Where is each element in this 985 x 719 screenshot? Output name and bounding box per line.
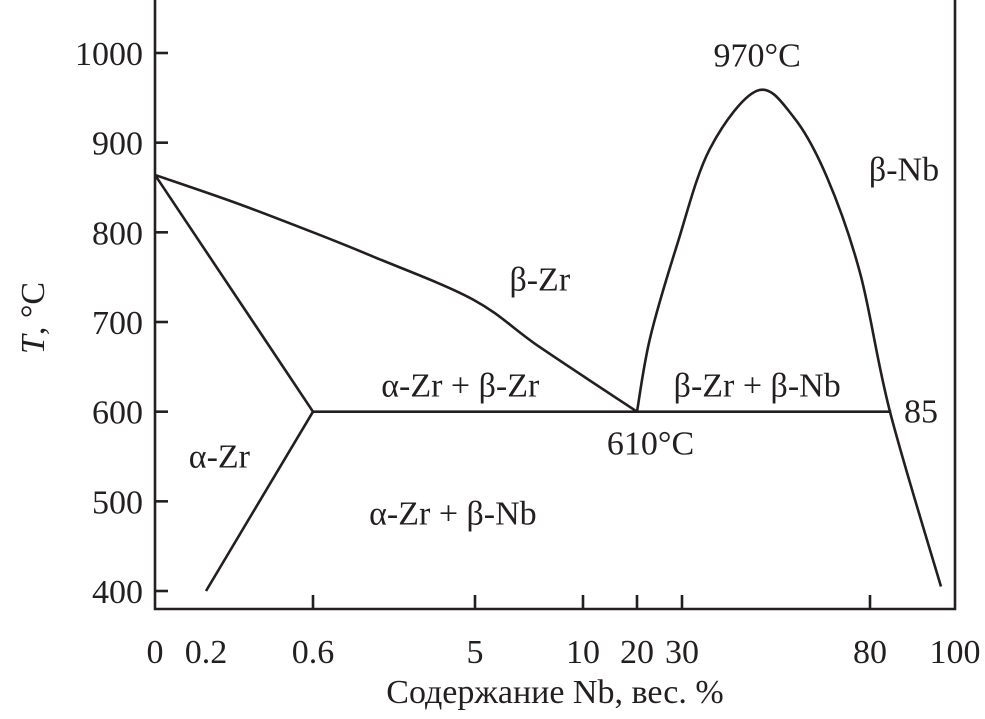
x-axis-title: Содержание Nb, вес. % xyxy=(386,674,723,711)
axes: 400 500 600 700 800 900 1000 0 0.2 0.6 5 10 20 30 80 10… xyxy=(75,0,981,671)
annotation-label: α-Zr + β-Zr xyxy=(381,367,540,404)
x-tick-label: 20 xyxy=(620,634,654,671)
x-tick-label: 10 xyxy=(566,634,600,671)
phase-boundaries xyxy=(153,88,943,592)
annotation-label: α-Zr xyxy=(189,438,251,475)
annotation-label: α-Zr + β-Nb xyxy=(369,496,537,533)
y-axis-title-unit: , °C xyxy=(15,282,52,335)
x-tick-label: 0.2 xyxy=(185,634,228,671)
y-axis-title-symbol: T xyxy=(15,333,52,354)
annotation-label: β-Zr + β-Nb xyxy=(674,367,841,404)
curve-miscibility-gap xyxy=(635,88,943,587)
curve-beta-transus xyxy=(154,173,638,413)
y-tick-label: 600 xyxy=(92,395,143,432)
x-tick-label: 5 xyxy=(467,634,484,671)
y-tick-label: 700 xyxy=(92,305,143,342)
x-tick-label: 100 xyxy=(930,634,981,671)
annotation-label: β-Nb xyxy=(869,151,939,188)
region-labels: 970°C β-Nb β-Zr α-Zr + β-Zr β-Zr + β-Nb 85 610… xyxy=(189,37,939,532)
y-tick-label: 500 xyxy=(92,484,143,521)
annotation-label: 970°C xyxy=(714,37,801,74)
axis-frame xyxy=(153,0,957,611)
curve-alpha-beta-boundary xyxy=(153,174,315,413)
x-tick-label: 80 xyxy=(853,634,887,671)
x-tick-label: 0 xyxy=(147,634,164,671)
annotation-label: 610°C xyxy=(607,426,694,463)
annotation-label: 85 xyxy=(904,393,938,430)
y-tick-label: 900 xyxy=(92,126,143,163)
annotation-label: β-Zr xyxy=(509,262,570,299)
x-tick-label: 0.6 xyxy=(292,634,335,671)
curve-alpha-solvus xyxy=(204,411,315,592)
y-axis-title: T, °C xyxy=(15,282,52,354)
y-tick-label: 400 xyxy=(92,574,143,611)
y-tick-label: 800 xyxy=(92,215,143,252)
y-tick-label: 1000 xyxy=(75,36,143,73)
x-tick-label: 30 xyxy=(665,634,699,671)
